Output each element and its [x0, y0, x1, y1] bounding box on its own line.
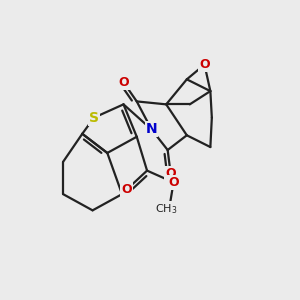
Text: CH$_3$: CH$_3$ — [155, 202, 177, 216]
Text: O: O — [165, 167, 176, 180]
Text: O: O — [121, 183, 132, 196]
Text: O: O — [199, 58, 210, 71]
Text: N: N — [146, 122, 157, 136]
Text: O: O — [118, 76, 129, 89]
Text: O: O — [168, 176, 179, 189]
Text: S: S — [89, 111, 99, 124]
